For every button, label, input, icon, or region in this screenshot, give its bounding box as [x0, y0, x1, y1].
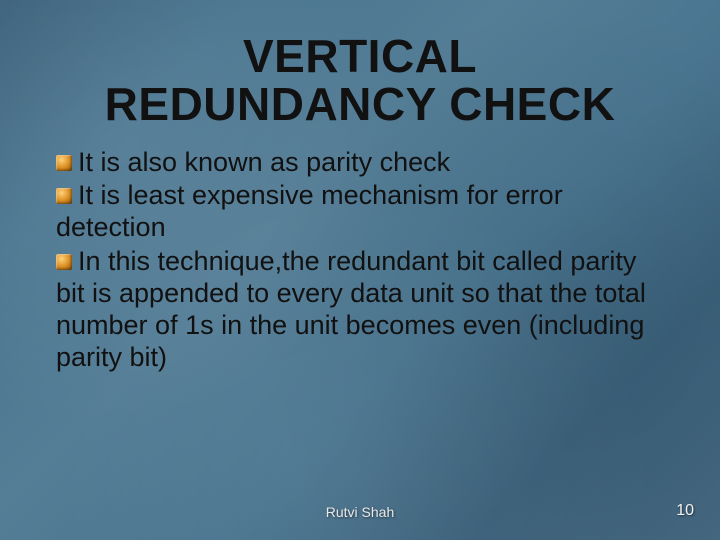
page-number: 10	[676, 502, 694, 520]
bullet-text: It is also known as parity check	[78, 147, 450, 177]
title-line-1: VERTICAL	[243, 30, 477, 82]
bullet-text: In this technique,the redundant bit call…	[56, 246, 646, 372]
bullet-icon	[56, 155, 72, 171]
footer-author: Rutvi Shah	[0, 504, 720, 520]
list-item: It is also known as parity check	[56, 147, 664, 179]
bullet-list: It is also known as parity check It is l…	[56, 147, 664, 374]
bullet-icon	[56, 254, 72, 270]
bullet-text: It is least expensive mechanism for erro…	[56, 180, 563, 242]
title-line-2: REDUNDANCY CHECK	[105, 78, 616, 130]
list-item: It is least expensive mechanism for erro…	[56, 180, 664, 244]
slide-title: VERTICAL REDUNDANCY CHECK	[56, 32, 664, 129]
slide: VERTICAL REDUNDANCY CHECK It is also kno…	[0, 0, 720, 540]
bullet-icon	[56, 188, 72, 204]
list-item: In this technique,the redundant bit call…	[56, 246, 664, 373]
